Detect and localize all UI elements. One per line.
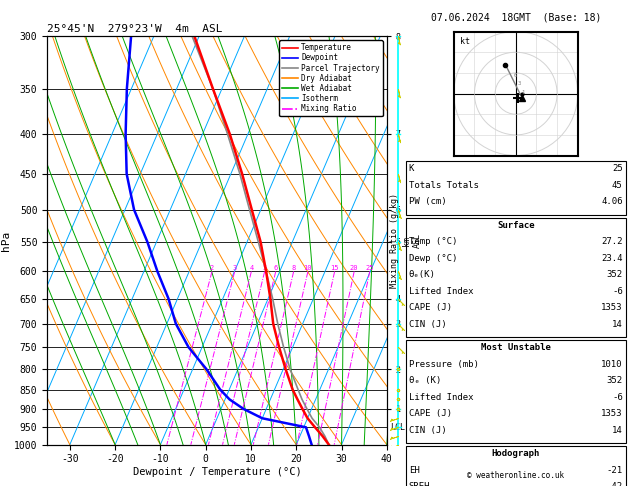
Text: 07.06.2024  18GMT  (Base: 18): 07.06.2024 18GMT (Base: 18) xyxy=(431,12,601,22)
Text: 45: 45 xyxy=(612,181,623,190)
Text: 4.06: 4.06 xyxy=(601,197,623,207)
X-axis label: Dewpoint / Temperature (°C): Dewpoint / Temperature (°C) xyxy=(133,467,301,477)
Y-axis label: km
ASL: km ASL xyxy=(403,233,421,248)
Text: 2: 2 xyxy=(210,265,214,272)
Text: Lifted Index: Lifted Index xyxy=(409,393,474,402)
Text: 8: 8 xyxy=(291,265,296,272)
Text: 25: 25 xyxy=(365,265,374,272)
Text: 3: 3 xyxy=(518,81,521,87)
Text: -21: -21 xyxy=(606,466,623,475)
Text: 5: 5 xyxy=(262,265,267,272)
Text: PW (cm): PW (cm) xyxy=(409,197,447,207)
Text: 14: 14 xyxy=(612,320,623,329)
Text: 1: 1 xyxy=(521,89,525,95)
Text: θₑ (K): θₑ (K) xyxy=(409,376,441,385)
Text: 15: 15 xyxy=(330,265,339,272)
Text: kt: kt xyxy=(460,37,470,46)
Text: 1353: 1353 xyxy=(601,303,623,312)
Text: Most Unstable: Most Unstable xyxy=(481,343,551,352)
Text: -6: -6 xyxy=(612,393,623,402)
Text: K: K xyxy=(409,164,415,174)
Text: -42: -42 xyxy=(606,482,623,486)
Text: Hodograph: Hodograph xyxy=(492,449,540,458)
Text: 6: 6 xyxy=(274,265,278,272)
Text: CAPE (J): CAPE (J) xyxy=(409,409,452,418)
Text: Temp (°C): Temp (°C) xyxy=(409,237,457,246)
Text: 6: 6 xyxy=(513,73,516,78)
Text: © weatheronline.co.uk: © weatheronline.co.uk xyxy=(467,471,564,480)
Text: 352: 352 xyxy=(606,270,623,279)
Text: Lifted Index: Lifted Index xyxy=(409,287,474,296)
Text: CIN (J): CIN (J) xyxy=(409,426,447,435)
Text: 4: 4 xyxy=(249,265,253,272)
Text: 27.2: 27.2 xyxy=(601,237,623,246)
Text: 25: 25 xyxy=(612,164,623,174)
Text: CAPE (J): CAPE (J) xyxy=(409,303,452,312)
Text: 14: 14 xyxy=(612,426,623,435)
Text: CIN (J): CIN (J) xyxy=(409,320,447,329)
Text: -6: -6 xyxy=(612,287,623,296)
Y-axis label: hPa: hPa xyxy=(1,230,11,251)
Text: 25°45'N  279°23'W  4m  ASL: 25°45'N 279°23'W 4m ASL xyxy=(47,24,223,35)
Text: 1353: 1353 xyxy=(601,409,623,418)
Legend: Temperature, Dewpoint, Parcel Trajectory, Dry Adiabat, Wet Adiabat, Isotherm, Mi: Temperature, Dewpoint, Parcel Trajectory… xyxy=(279,40,383,116)
Text: Dewp (°C): Dewp (°C) xyxy=(409,254,457,263)
Text: Totals Totals: Totals Totals xyxy=(409,181,479,190)
Text: θₑ(K): θₑ(K) xyxy=(409,270,436,279)
Text: 3: 3 xyxy=(233,265,237,272)
Text: 23.4: 23.4 xyxy=(601,254,623,263)
Text: EH: EH xyxy=(409,466,420,475)
Text: Mixing Ratio (g/kg): Mixing Ratio (g/kg) xyxy=(390,193,399,288)
Text: Pressure (mb): Pressure (mb) xyxy=(409,360,479,369)
Text: LCL: LCL xyxy=(390,423,405,432)
Text: 20: 20 xyxy=(350,265,359,272)
Text: 1010: 1010 xyxy=(601,360,623,369)
Text: 352: 352 xyxy=(606,376,623,385)
Text: SREH: SREH xyxy=(409,482,430,486)
Text: 10: 10 xyxy=(304,265,312,272)
Text: Surface: Surface xyxy=(497,221,535,230)
